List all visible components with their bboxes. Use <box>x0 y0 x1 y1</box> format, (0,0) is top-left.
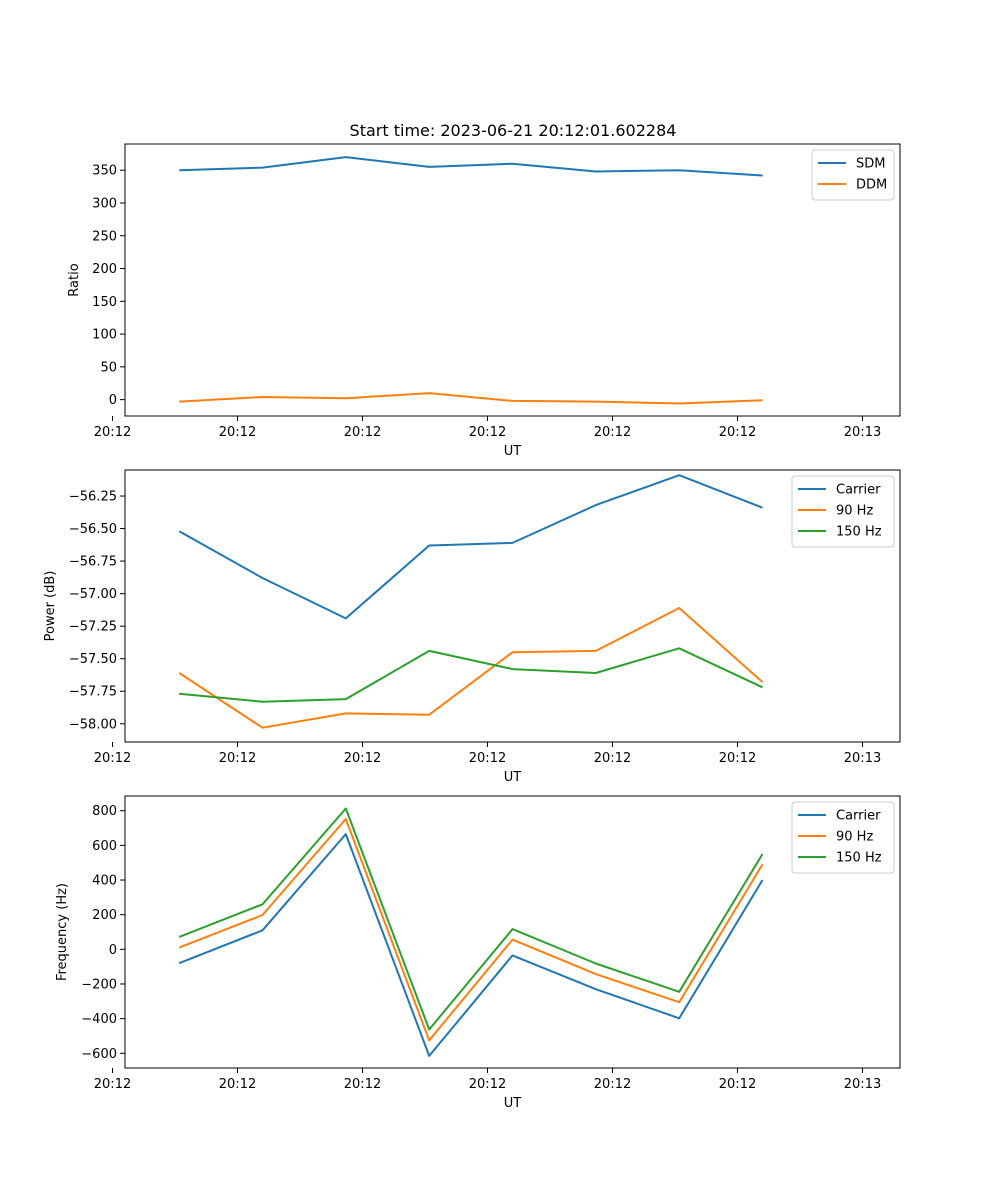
axes-frame <box>124 469 901 743</box>
y-tick-label: −58.00 <box>69 717 117 732</box>
legend-box <box>791 801 895 874</box>
y-tick-label: 100 <box>92 328 117 343</box>
x-tick-label: 20:12 <box>219 425 256 440</box>
x-tick-label: 20:12 <box>344 425 381 440</box>
legend-label: Carrier <box>836 483 881 498</box>
series-line-ddm <box>179 392 763 405</box>
y-tick-label: 350 <box>92 164 117 179</box>
x-axis-label: UT <box>504 770 522 785</box>
axes-frame <box>124 143 901 417</box>
x-tick-label: 20:12 <box>219 751 256 766</box>
y-tick-label: 0 <box>109 943 117 958</box>
legend: Carrier 90 Hz 150 Hz <box>791 475 895 548</box>
x-tick-label: 20:12 <box>719 751 756 766</box>
x-tick-label: 20:12 <box>594 751 631 766</box>
series-line-90-hz <box>178 607 764 729</box>
y-tick-label: 0 <box>109 393 117 408</box>
y-tick-label: −57.00 <box>69 587 117 602</box>
y-tick-label: 400 <box>92 874 117 889</box>
x-axis-label: UT <box>504 444 522 459</box>
x-tick-label: 20:12 <box>94 751 131 766</box>
x-tick-label: 20:13 <box>844 1077 881 1092</box>
x-tick-label: 20:12 <box>344 751 381 766</box>
y-tick-label: −56.50 <box>69 522 117 537</box>
series-line-90-hz <box>178 818 764 1042</box>
y-tick-label: 600 <box>92 839 117 854</box>
x-tick-label: 20:13 <box>844 751 881 766</box>
y-axis-label: Power (dB) <box>43 571 58 642</box>
y-tick-label: −57.50 <box>69 652 117 667</box>
x-tick-label: 20:12 <box>219 1077 256 1092</box>
series-line-sdm <box>179 156 763 177</box>
x-tick-label: 20:12 <box>344 1077 381 1092</box>
legend-label: 90 Hz <box>836 830 873 845</box>
series-line-150-hz <box>178 807 764 1031</box>
x-tick-label: 20:12 <box>719 1077 756 1092</box>
figure-title: Start time: 2023-06-21 20:12:01.602284 <box>350 121 677 140</box>
y-tick-label: 300 <box>92 196 117 211</box>
y-tick-label: −57.25 <box>69 620 117 635</box>
series-line-150-hz <box>179 647 763 703</box>
legend-label: 90 Hz <box>836 504 873 519</box>
x-tick-label: 20:12 <box>94 1077 131 1092</box>
legend-label: Carrier <box>836 809 881 824</box>
y-tick-label: 250 <box>92 229 117 244</box>
x-tick-label: 20:12 <box>469 425 506 440</box>
x-tick-label: 20:12 <box>594 1077 631 1092</box>
y-axis-label: Ratio <box>67 263 82 296</box>
legend-label: 150 Hz <box>836 525 882 540</box>
y-axis-label: Frequency (Hz) <box>55 883 70 981</box>
y-tick-label: 150 <box>92 295 117 310</box>
legend: Carrier 90 Hz 150 Hz <box>791 801 895 874</box>
y-tick-label: 200 <box>92 262 117 277</box>
legend-label: 150 Hz <box>836 851 882 866</box>
chart-panel-2: 20:12 20:12 20:12 20:12 20:12 20:12 20:13 −58.0… <box>43 469 901 785</box>
x-tick-label: 20:12 <box>469 751 506 766</box>
x-tick-label: 20:12 <box>594 425 631 440</box>
y-tick-label: −200 <box>81 977 117 992</box>
y-tick-label: −56.25 <box>69 490 117 505</box>
y-tick-label: −400 <box>81 1012 117 1027</box>
chart-panel-3: 20:12 20:12 20:12 20:12 20:12 20:12 20:13 −600 −… <box>55 795 901 1111</box>
chart-panels: 20:12 20:12 20:12 20:12 20:12 20:12 20:13 0 50 10… <box>43 143 901 1111</box>
y-tick-label: 800 <box>92 804 117 819</box>
axes-frame <box>124 795 901 1069</box>
x-tick-label: 20:12 <box>94 425 131 440</box>
legend-label: SDM <box>856 157 885 172</box>
y-tick-label: −57.75 <box>69 685 117 700</box>
y-tick-label: −600 <box>81 1047 117 1062</box>
series-line-carrier <box>178 833 764 1057</box>
x-tick-label: 20:13 <box>844 425 881 440</box>
y-tick-label: 200 <box>92 908 117 923</box>
plot-area <box>179 156 763 405</box>
x-axis-label: UT <box>504 1096 522 1111</box>
chart-panel-1: 20:12 20:12 20:12 20:12 20:12 20:12 20:13 0 50 10… <box>67 143 901 459</box>
x-tick-label: 20:12 <box>469 1077 506 1092</box>
plot-area <box>178 807 764 1057</box>
legend-label: DDM <box>856 178 887 193</box>
plot-area <box>178 474 764 729</box>
y-tick-label: 50 <box>100 360 117 375</box>
legend-box <box>791 475 895 548</box>
legend: SDM DDM <box>811 149 895 201</box>
y-tick-label: −56.75 <box>69 555 117 570</box>
x-tick-label: 20:12 <box>719 425 756 440</box>
series-line-carrier <box>178 474 763 620</box>
